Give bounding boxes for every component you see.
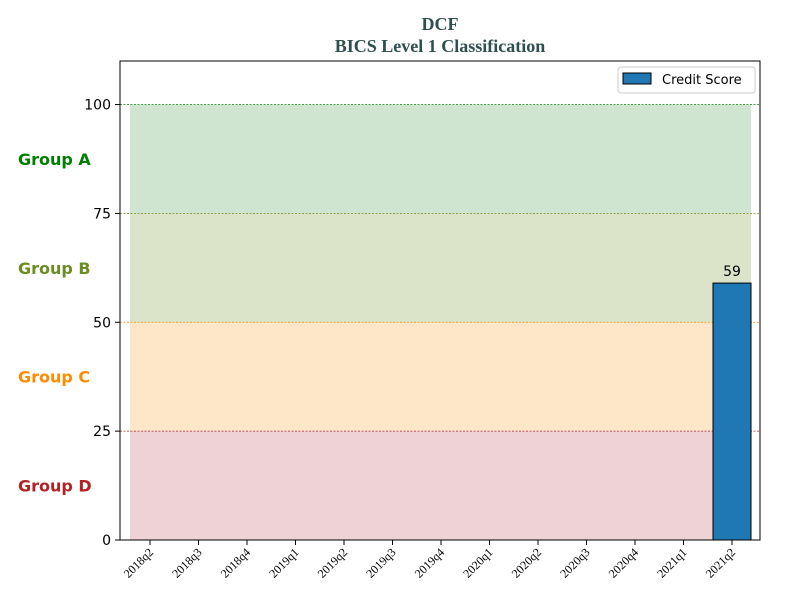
x-tick-label: 2021q1 bbox=[654, 545, 689, 580]
y-tick-label: 75 bbox=[93, 206, 111, 222]
legend: Credit Score bbox=[617, 66, 756, 94]
bar-layer: 59 bbox=[712, 264, 752, 541]
x-tick-label: 2018q2 bbox=[121, 545, 156, 580]
y-tick-label: 0 bbox=[102, 533, 111, 549]
x-tick-label: 2018q3 bbox=[169, 545, 204, 580]
group-b-band bbox=[130, 213, 751, 323]
chart-title: DCF bbox=[422, 14, 459, 34]
x-tick-label: 2020q2 bbox=[509, 545, 544, 580]
bar-value-label: 59 bbox=[723, 264, 741, 280]
group-a-band bbox=[130, 104, 751, 214]
group-c-label: Group C bbox=[18, 368, 90, 387]
legend-box bbox=[617, 66, 756, 94]
legend-label-credit-score: Credit Score bbox=[662, 73, 742, 88]
x-tick-label: 2019q1 bbox=[266, 545, 301, 580]
x-axis: 2018q2 2018q3 2018q4 2019q1 2019q2 2019q3 2019… bbox=[121, 540, 738, 581]
x-tick-label: 2019q4 bbox=[412, 545, 447, 580]
bar-2021q2 bbox=[712, 282, 752, 541]
y-tick-label: 50 bbox=[93, 315, 111, 331]
x-tick-label: 2020q4 bbox=[606, 545, 641, 580]
y-tick-label: 100 bbox=[84, 98, 111, 114]
x-tick-label: 2019q3 bbox=[363, 545, 398, 580]
group-c-band bbox=[130, 322, 751, 432]
x-tick-label: 2020q3 bbox=[557, 545, 592, 580]
legend-swatch-credit-score bbox=[622, 72, 652, 85]
group-b-label: Group B bbox=[18, 259, 91, 278]
y-axis: 0 25 50 75 100 bbox=[84, 98, 120, 549]
plot-area-frame bbox=[119, 60, 761, 541]
y-tick-label: 25 bbox=[93, 424, 111, 440]
x-tick-label: 2018q4 bbox=[218, 545, 253, 580]
chart-subtitle: BICS Level 1 Classification bbox=[335, 36, 546, 56]
x-tick-label: 2019q2 bbox=[315, 545, 350, 580]
group-a-label: Group A bbox=[18, 150, 91, 169]
group-d-band bbox=[130, 431, 751, 540]
x-tick-label: 2020q1 bbox=[460, 545, 495, 580]
band-layer: Group A Group B Group C Group D bbox=[18, 104, 760, 540]
group-d-label: Group D bbox=[18, 477, 92, 496]
x-tick-label: 2021q2 bbox=[703, 545, 738, 580]
